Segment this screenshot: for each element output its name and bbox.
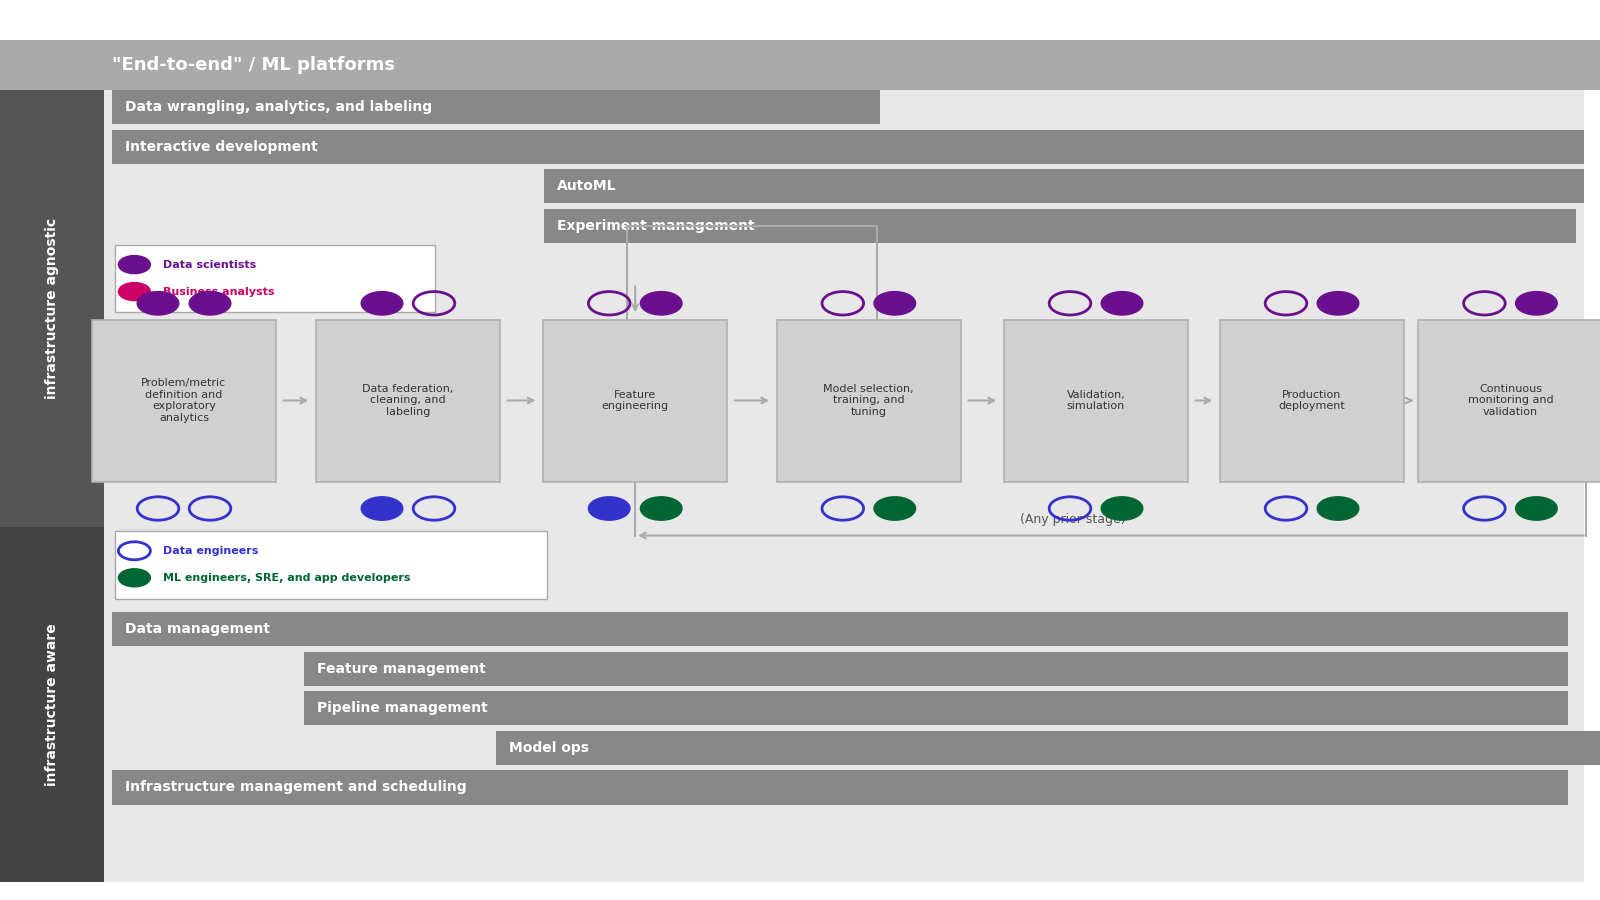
FancyBboxPatch shape [544, 209, 1576, 243]
Text: ML engineers, SRE, and app developers: ML engineers, SRE, and app developers [163, 572, 411, 583]
Text: Data engineers: Data engineers [163, 545, 259, 556]
Text: Interactive development: Interactive development [125, 140, 317, 154]
FancyBboxPatch shape [544, 320, 726, 482]
Text: Data management: Data management [125, 622, 270, 636]
Text: Data scientists: Data scientists [163, 259, 256, 270]
FancyBboxPatch shape [112, 770, 1568, 805]
Circle shape [640, 497, 682, 520]
FancyBboxPatch shape [115, 245, 435, 312]
Circle shape [1515, 497, 1557, 520]
Text: Business analysts: Business analysts [163, 286, 275, 297]
FancyBboxPatch shape [0, 40, 1600, 90]
FancyBboxPatch shape [104, 90, 1584, 526]
Circle shape [1101, 292, 1142, 315]
FancyBboxPatch shape [0, 90, 104, 526]
Circle shape [189, 292, 230, 315]
Circle shape [1317, 497, 1358, 520]
FancyBboxPatch shape [778, 320, 960, 482]
Text: Continuous
monitoring and
validation: Continuous monitoring and validation [1467, 384, 1554, 417]
FancyBboxPatch shape [112, 130, 1584, 164]
Circle shape [118, 283, 150, 301]
FancyBboxPatch shape [93, 320, 277, 482]
Circle shape [138, 292, 179, 315]
Text: (Any prior stage): (Any prior stage) [1019, 514, 1126, 526]
Circle shape [118, 569, 150, 587]
FancyBboxPatch shape [112, 90, 880, 124]
FancyBboxPatch shape [544, 169, 1584, 203]
Text: Feature management: Feature management [317, 662, 485, 676]
Circle shape [1101, 497, 1142, 520]
Text: Production
deployment: Production deployment [1278, 390, 1346, 411]
Text: infrastructure aware: infrastructure aware [45, 623, 59, 786]
FancyBboxPatch shape [317, 320, 499, 482]
FancyBboxPatch shape [112, 612, 1568, 646]
Text: Model ops: Model ops [509, 741, 589, 755]
Circle shape [1515, 292, 1557, 315]
Text: Data wrangling, analytics, and labeling: Data wrangling, analytics, and labeling [125, 100, 432, 114]
Circle shape [874, 497, 915, 520]
FancyBboxPatch shape [1418, 320, 1600, 482]
FancyBboxPatch shape [0, 526, 104, 882]
Text: Validation,
simulation: Validation, simulation [1067, 390, 1125, 411]
Text: Problem/metric
definition and
exploratory
analytics: Problem/metric definition and explorator… [141, 378, 227, 423]
Text: Model selection,
training, and
tuning: Model selection, training, and tuning [824, 384, 914, 417]
FancyBboxPatch shape [1005, 320, 1187, 482]
FancyBboxPatch shape [304, 691, 1568, 725]
Text: infrastructure agnostic: infrastructure agnostic [45, 218, 59, 399]
Text: "End-to-end" / ML platforms: "End-to-end" / ML platforms [112, 56, 395, 75]
Circle shape [118, 256, 150, 274]
FancyBboxPatch shape [304, 652, 1568, 686]
Circle shape [1317, 292, 1358, 315]
Circle shape [874, 292, 915, 315]
FancyBboxPatch shape [496, 731, 1600, 765]
Circle shape [362, 497, 403, 520]
FancyBboxPatch shape [115, 531, 547, 598]
FancyBboxPatch shape [1221, 320, 1405, 482]
Circle shape [362, 292, 403, 315]
FancyBboxPatch shape [104, 526, 1584, 882]
Text: Data federation,
cleaning, and
labeling: Data federation, cleaning, and labeling [362, 384, 454, 417]
Circle shape [640, 292, 682, 315]
Circle shape [589, 497, 630, 520]
Text: Pipeline management: Pipeline management [317, 701, 488, 716]
Text: Infrastructure management and scheduling: Infrastructure management and scheduling [125, 780, 467, 795]
Text: AutoML: AutoML [557, 179, 616, 194]
Text: Experiment management: Experiment management [557, 219, 755, 233]
Text: Feature
engineering: Feature engineering [602, 390, 669, 411]
